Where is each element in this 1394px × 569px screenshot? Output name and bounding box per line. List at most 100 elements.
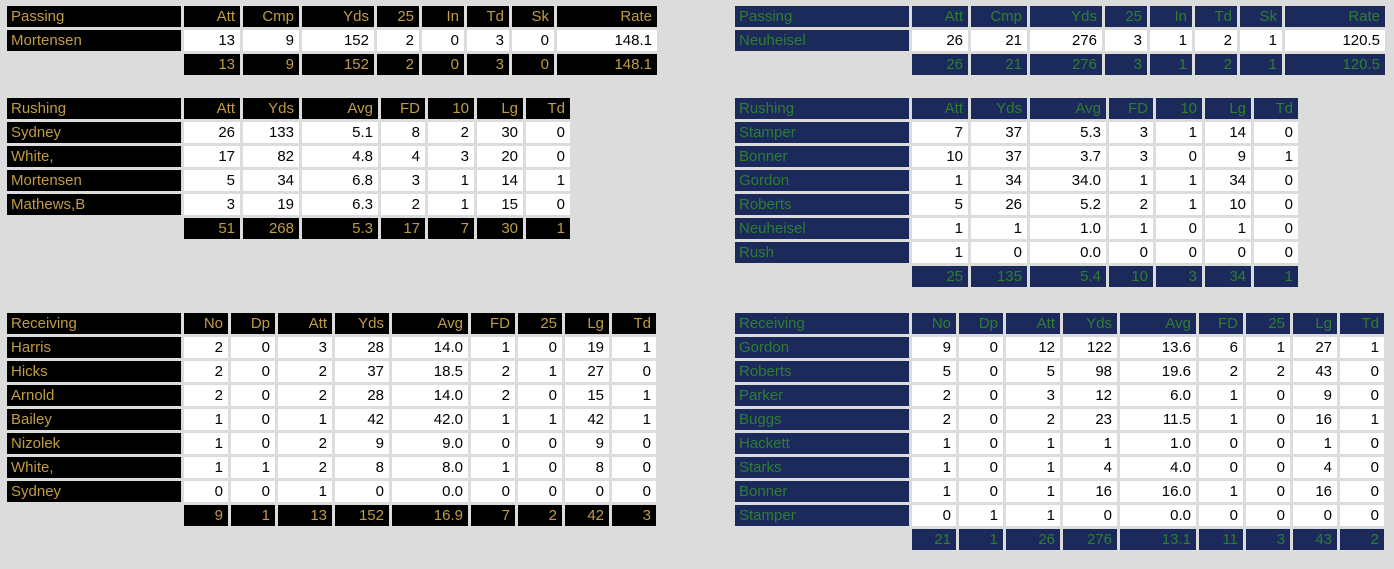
totals-value: 120.5 (1285, 54, 1385, 75)
left-team-receiving-table-grid: Receiving No Dp Att Yds Avg FD 25 Lg Td Harris 2 0 3 2… (4, 310, 659, 529)
stat-value: 1 (912, 433, 956, 454)
stat-value: 34 (243, 170, 299, 191)
column-header: Avg (1120, 313, 1196, 334)
column-header: In (422, 6, 464, 27)
column-header: Td (467, 6, 509, 27)
stat-value: 0 (1254, 122, 1298, 143)
totals-value: 1 (1240, 54, 1282, 75)
player-name: Mortensen (7, 30, 181, 51)
stat-value: 0 (335, 481, 389, 502)
stat-value: 1 (1006, 433, 1060, 454)
stat-value: 0 (1340, 385, 1384, 406)
stat-value: 2 (1199, 361, 1243, 382)
right-team-rushing-table: Rushing Att Yds Avg FD 10 Lg Td Stamper 7 37 5.3 3 1 1… (732, 95, 1301, 290)
totals-spacer (7, 218, 181, 239)
stat-value: 0 (565, 481, 609, 502)
stat-value: 19 (565, 337, 609, 358)
stat-value: 0 (1340, 457, 1384, 478)
totals-value: 3 (1246, 529, 1290, 550)
stat-value: 0.0 (1030, 242, 1106, 263)
stat-value: 0 (518, 481, 562, 502)
table-title: Rushing (7, 98, 181, 119)
stat-value: 0 (1246, 409, 1290, 430)
totals-value: 1 (1150, 54, 1192, 75)
stat-value: 3 (1109, 122, 1153, 143)
stat-value: 3 (381, 170, 425, 191)
stat-value: 2 (912, 385, 956, 406)
stat-value: 120.5 (1285, 30, 1385, 51)
stat-value: 28 (335, 385, 389, 406)
column-header: 10 (1156, 98, 1202, 119)
stat-value: 1 (1199, 409, 1243, 430)
player-name: Gordon (735, 337, 909, 358)
stat-value: 1 (471, 457, 515, 478)
stat-value: 4 (1063, 457, 1117, 478)
stat-value: 0 (1340, 481, 1384, 502)
column-header: Dp (959, 313, 1003, 334)
stat-value: 26 (971, 194, 1027, 215)
stat-value: 0 (1156, 242, 1202, 263)
totals-spacer (7, 505, 181, 526)
stat-value: 1 (1199, 385, 1243, 406)
column-header: Yds (1063, 313, 1117, 334)
totals-value: 148.1 (557, 54, 657, 75)
column-header: 10 (428, 98, 474, 119)
player-row: Harris 2 0 3 28 14.0 1 0 19 1 (7, 337, 656, 358)
stat-value: 152 (302, 30, 374, 51)
column-header: Avg (302, 98, 378, 119)
stat-value: 8 (381, 122, 425, 143)
player-row: Roberts 5 26 5.2 2 1 10 0 (735, 194, 1298, 215)
stat-value: 13.6 (1120, 337, 1196, 358)
stat-value: 0 (1199, 457, 1243, 478)
stat-value: 8 (335, 457, 389, 478)
column-header: Rate (557, 6, 657, 27)
stat-value: 1 (1109, 218, 1153, 239)
player-name: Buggs (735, 409, 909, 430)
stat-value: 15 (477, 194, 523, 215)
stat-value: 1 (1109, 170, 1153, 191)
column-header: Cmp (243, 6, 299, 27)
player-row: Rush 1 0 0.0 0 0 0 0 (735, 242, 1298, 263)
totals-spacer (735, 266, 909, 287)
stat-value: 42 (335, 409, 389, 430)
stat-value: 17 (184, 146, 240, 167)
player-row: Mortensen 13 9 152 2 0 3 0 148.1 (7, 30, 657, 51)
stat-value: 2 (278, 457, 332, 478)
left-team-passing-table: Passing Att Cmp Yds 25 In Td Sk Rate Mortensen 13 9… (4, 3, 660, 78)
stat-value: 1 (1156, 194, 1202, 215)
stat-value: 1 (184, 433, 228, 454)
stat-value: 12 (1063, 385, 1117, 406)
stat-value: 42.0 (392, 409, 468, 430)
player-row: Hicks 2 0 2 37 18.5 2 1 27 0 (7, 361, 656, 382)
stat-value: 0 (612, 361, 656, 382)
stat-value: 11.5 (1120, 409, 1196, 430)
stat-value: 27 (1293, 337, 1337, 358)
stat-value: 3 (428, 146, 474, 167)
player-name: Bonner (735, 481, 909, 502)
stat-value: 9 (335, 433, 389, 454)
stat-value: 0 (518, 433, 562, 454)
column-header: Rate (1285, 6, 1385, 27)
right-team-passing-table: Passing Att Cmp Yds 25 In Td Sk Rate Neuheisel 26 2… (732, 3, 1388, 78)
right-team-passing-table-grid: Passing Att Cmp Yds 25 In Td Sk Rate Neuheisel 26 2… (732, 3, 1388, 78)
stat-value: 10 (1205, 194, 1251, 215)
stat-value: 0 (526, 194, 570, 215)
stat-value: 34 (971, 170, 1027, 191)
stat-value: 20 (477, 146, 523, 167)
column-header: Cmp (971, 6, 1027, 27)
totals-value: 13 (184, 54, 240, 75)
column-header: Att (184, 6, 240, 27)
column-header: Att (184, 98, 240, 119)
player-row: Sydney 26 133 5.1 8 2 30 0 (7, 122, 570, 143)
stat-value: 5.2 (1030, 194, 1106, 215)
stat-value: 0.0 (1120, 505, 1196, 526)
totals-value: 9 (184, 505, 228, 526)
stat-value: 0 (1156, 218, 1202, 239)
player-row: Nizolek 1 0 2 9 9.0 0 0 9 0 (7, 433, 656, 454)
column-header: Td (612, 313, 656, 334)
stat-value: 19 (243, 194, 299, 215)
player-name: Starks (735, 457, 909, 478)
header-row: Receiving No Dp Att Yds Avg FD 25 Lg Td (735, 313, 1384, 334)
player-name: White, (7, 146, 181, 167)
stat-value: 133 (243, 122, 299, 143)
